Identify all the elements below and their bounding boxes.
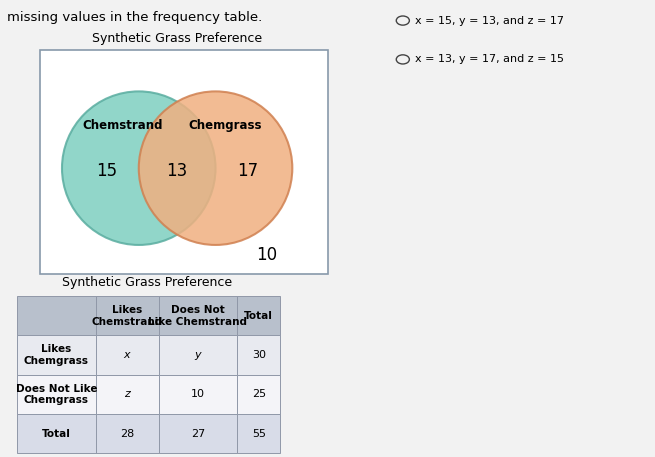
Text: Does Not
Like Chemstrand: Does Not Like Chemstrand — [148, 305, 248, 327]
Text: missing values in the frequency table.: missing values in the frequency table. — [7, 11, 262, 24]
Text: Total: Total — [42, 429, 71, 439]
Text: x: x — [124, 350, 130, 360]
Bar — [237, 375, 280, 414]
Text: Does Not Like
Chemgrass: Does Not Like Chemgrass — [16, 383, 97, 405]
Circle shape — [62, 91, 215, 245]
Bar — [159, 414, 237, 453]
Text: 10: 10 — [256, 245, 277, 264]
Circle shape — [139, 91, 292, 245]
Text: Total: Total — [244, 311, 273, 321]
Bar — [39, 50, 328, 274]
Bar — [159, 375, 237, 414]
Bar — [159, 296, 237, 335]
Bar — [96, 414, 159, 453]
Bar — [159, 335, 237, 375]
Text: Synthetic Grass Preference: Synthetic Grass Preference — [62, 276, 232, 289]
Text: Synthetic Grass Preference: Synthetic Grass Preference — [92, 32, 262, 45]
Text: z: z — [124, 389, 130, 399]
Text: 10: 10 — [191, 389, 205, 399]
Text: Likes
Chemgrass: Likes Chemgrass — [24, 344, 89, 366]
Bar — [17, 296, 96, 335]
Bar — [96, 335, 159, 375]
Text: 55: 55 — [252, 429, 266, 439]
Bar — [237, 335, 280, 375]
Text: Chemgrass: Chemgrass — [189, 119, 262, 133]
Text: 28: 28 — [120, 429, 134, 439]
Text: 15: 15 — [96, 162, 117, 181]
Text: x = 13, y = 17, and z = 15: x = 13, y = 17, and z = 15 — [415, 54, 563, 64]
Bar — [96, 375, 159, 414]
Bar — [237, 296, 280, 335]
Bar — [96, 296, 159, 335]
Text: y: y — [195, 350, 201, 360]
Bar — [17, 414, 96, 453]
Text: 25: 25 — [252, 389, 266, 399]
Text: 13: 13 — [166, 162, 188, 181]
Bar — [17, 375, 96, 414]
Text: Chemstrand: Chemstrand — [83, 119, 163, 133]
Text: 27: 27 — [191, 429, 205, 439]
Text: 17: 17 — [237, 162, 258, 181]
Text: x = 15, y = 13, and z = 17: x = 15, y = 13, and z = 17 — [415, 16, 563, 26]
Bar — [237, 414, 280, 453]
Bar — [17, 335, 96, 375]
Text: 30: 30 — [252, 350, 266, 360]
Text: Likes
Chemstrand: Likes Chemstrand — [92, 305, 162, 327]
